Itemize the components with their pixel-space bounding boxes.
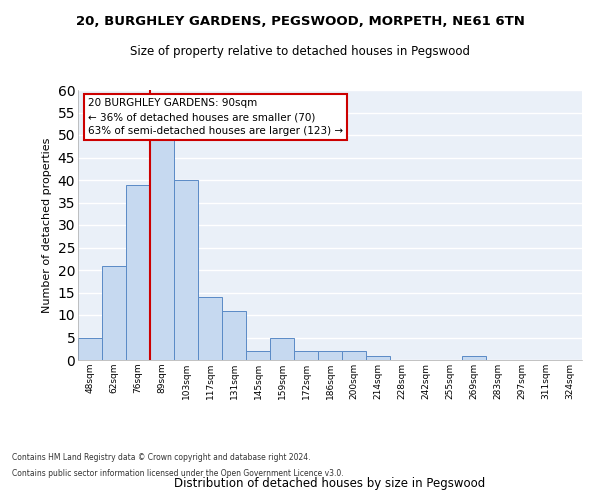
- Bar: [246, 351, 270, 360]
- Bar: [342, 351, 366, 360]
- Y-axis label: Number of detached properties: Number of detached properties: [42, 138, 52, 312]
- Bar: [366, 356, 390, 360]
- Text: Contains HM Land Registry data © Crown copyright and database right 2024.: Contains HM Land Registry data © Crown c…: [12, 454, 311, 462]
- Bar: [150, 135, 174, 360]
- Bar: [102, 266, 126, 360]
- Bar: [126, 184, 150, 360]
- Text: Size of property relative to detached houses in Pegswood: Size of property relative to detached ho…: [130, 45, 470, 58]
- Bar: [294, 351, 318, 360]
- Bar: [462, 356, 486, 360]
- Bar: [222, 310, 246, 360]
- Text: 20, BURGHLEY GARDENS, PEGSWOOD, MORPETH, NE61 6TN: 20, BURGHLEY GARDENS, PEGSWOOD, MORPETH,…: [76, 15, 524, 28]
- Text: Contains public sector information licensed under the Open Government Licence v3: Contains public sector information licen…: [12, 468, 344, 477]
- Bar: [270, 338, 294, 360]
- Text: Distribution of detached houses by size in Pegswood: Distribution of detached houses by size …: [175, 477, 485, 490]
- Bar: [198, 297, 222, 360]
- Bar: [174, 180, 198, 360]
- Bar: [78, 338, 102, 360]
- Bar: [318, 351, 342, 360]
- Text: 20 BURGHLEY GARDENS: 90sqm
← 36% of detached houses are smaller (70)
63% of semi: 20 BURGHLEY GARDENS: 90sqm ← 36% of deta…: [88, 98, 343, 136]
